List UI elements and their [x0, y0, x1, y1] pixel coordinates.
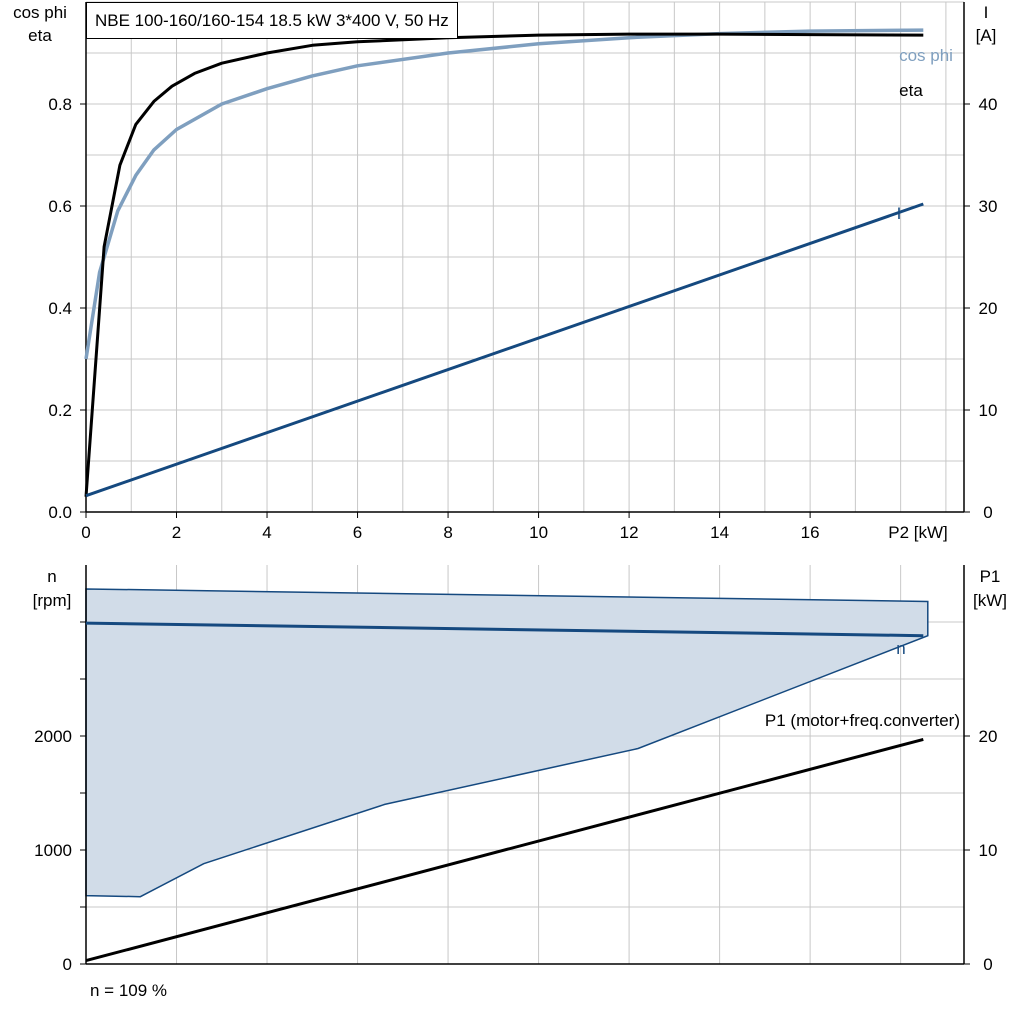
left-tick-label: 2000 — [34, 727, 72, 746]
x-tick-label: 10 — [529, 523, 548, 542]
right-tick-label: 10 — [979, 401, 998, 420]
left-axis-title-cos-phi: cos phi — [13, 3, 67, 22]
left-tick-label: 0.0 — [48, 503, 72, 522]
x-tick-label: 0 — [81, 523, 90, 542]
speed-curve — [85, 621, 924, 638]
left-tick-label: 0.6 — [48, 197, 72, 216]
cos-phi-series-label: cos phi — [899, 46, 953, 65]
left-tick-label: 0.2 — [48, 401, 72, 420]
right-axis-title-unit: [A] — [976, 26, 997, 45]
x-tick-label: 12 — [620, 523, 639, 542]
x-tick-label: 16 — [801, 523, 820, 542]
right-tick-label: 20 — [979, 299, 998, 318]
right-axis-title-current: I — [984, 3, 989, 22]
x-axis-label: P2 [kW] — [888, 523, 948, 542]
right-tick-label: 30 — [979, 197, 998, 216]
left-tick-label: 0.8 — [48, 95, 72, 114]
x-tick-label: 8 — [443, 523, 452, 542]
p1-curve — [85, 737, 924, 963]
eta-series-label: eta — [899, 81, 923, 100]
right-tick-label: 20 — [979, 727, 998, 746]
left-axis-title-speed: n — [47, 567, 56, 586]
right-tick-label: 0 — [983, 503, 992, 522]
left-tick-label: 0 — [63, 955, 72, 974]
x-tick-label: 2 — [172, 523, 181, 542]
right-axis-title-unit: [kW] — [973, 591, 1007, 610]
x-tick-label: 4 — [262, 523, 271, 542]
right-axis-title-p1: P1 — [980, 567, 1001, 586]
x-tick-label: 6 — [353, 523, 362, 542]
cos-phi-curve — [84, 28, 924, 360]
right-tick-label: 10 — [979, 841, 998, 860]
p1-series-label: P1 (motor+freq.converter) — [765, 711, 960, 730]
chart-title: NBE 100-160/160-154 18.5 kW 3*400 V, 50 … — [86, 2, 458, 39]
speed-range-band — [85, 588, 929, 898]
left-axis-title-eta: eta — [28, 26, 52, 45]
eta-curve — [84, 32, 924, 497]
current-curve — [85, 202, 924, 498]
x-tick-label: 14 — [710, 523, 729, 542]
right-tick-label: 0 — [983, 955, 992, 974]
right-tick-label: 40 — [979, 95, 998, 114]
speed-percent-note: n = 109 % — [90, 981, 168, 1000]
current-series-label: I — [897, 204, 902, 223]
speed-series-label: n — [896, 639, 905, 658]
left-tick-label: 0.4 — [48, 299, 72, 318]
left-axis-title-unit: [rpm] — [33, 591, 72, 610]
left-tick-label: 1000 — [34, 841, 72, 860]
